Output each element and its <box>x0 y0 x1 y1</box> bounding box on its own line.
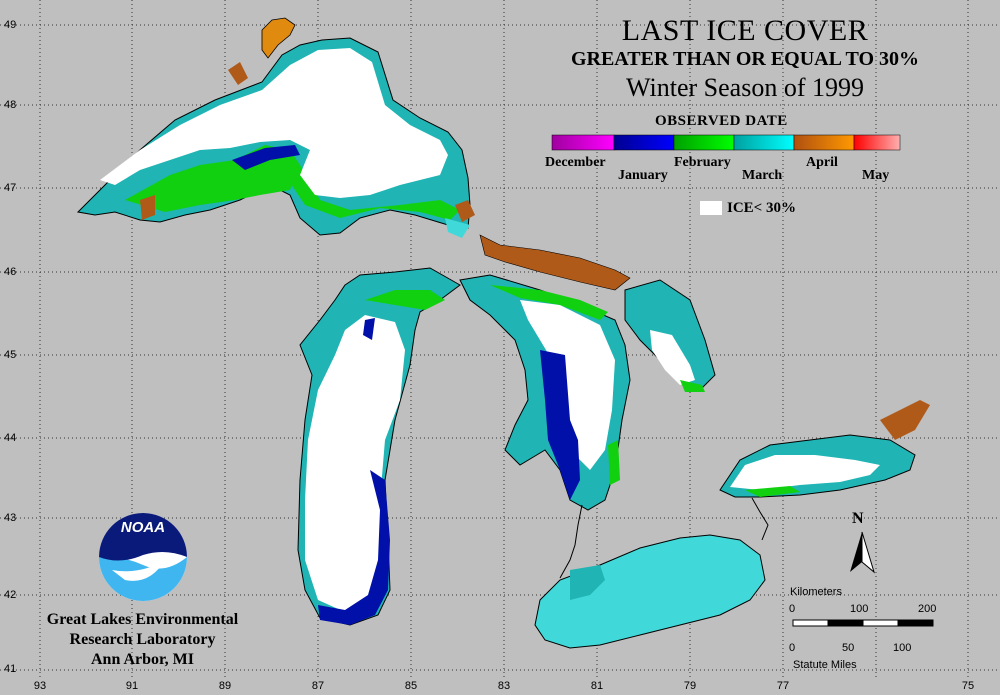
legend-color-bar <box>551 134 901 151</box>
scale-mi-tick: 0 <box>789 642 796 654</box>
lon-label: 89 <box>218 680 232 692</box>
lon-label: 79 <box>683 680 697 692</box>
north-arrow-icon <box>850 531 875 574</box>
scale-km-tick: 200 <box>918 603 937 615</box>
lon-label: 85 <box>404 680 418 692</box>
scale-mi-label: Statute Miles <box>793 659 857 671</box>
lon-label: 83 <box>497 680 511 692</box>
lat-label: 44 <box>4 432 17 444</box>
scale-km-label: Kilometers <box>790 586 842 598</box>
scale-km-tick: 0 <box>789 603 796 615</box>
lat-label: 42 <box>4 589 17 601</box>
title-threshold: GREATER THAN OR EQUAL TO 30% <box>570 48 920 70</box>
lake-huron <box>459 234 716 511</box>
lat-label: 49 <box>4 19 17 31</box>
lon-label: 91 <box>125 680 139 692</box>
legend-label-april: April <box>806 155 838 170</box>
detroit-river <box>559 504 583 579</box>
noaa-logo-icon: NOAA <box>99 513 187 601</box>
legend-label-january: January <box>618 168 668 183</box>
title-season: Winter Season of 1999 <box>626 73 864 102</box>
lon-label: 87 <box>311 680 325 692</box>
noaa-logo-text: NOAA <box>121 519 165 536</box>
lon-label: 93 <box>33 680 47 692</box>
lake-ontario <box>719 400 930 498</box>
legend-label-march: March <box>742 168 783 183</box>
org-line-1: Great Lakes Environmental <box>46 611 239 628</box>
north-label: N <box>852 510 864 527</box>
scale-km-tick: 100 <box>850 603 869 615</box>
lon-label: 75 <box>961 680 975 692</box>
lake-michigan <box>297 267 461 626</box>
lake-superior <box>76 17 475 238</box>
lat-label: 46 <box>4 266 17 278</box>
lon-label: 81 <box>590 680 604 692</box>
scale-bar <box>792 619 934 627</box>
scale-mi-tick: 50 <box>842 642 855 654</box>
lat-label: 45 <box>4 349 17 361</box>
title-main: LAST ICE COVER <box>621 14 869 47</box>
ice-legend-label: ICE< 30% <box>727 200 796 216</box>
scale-mi-tick: 100 <box>893 642 912 654</box>
org-line-3: Ann Arbor, MI <box>91 651 194 668</box>
lake-erie <box>534 534 766 649</box>
legend-label-february: February <box>674 155 731 170</box>
lon-label: 77 <box>776 680 790 692</box>
org-line-2: Research Laboratory <box>69 631 216 648</box>
organization-credit: Great Lakes Environmental Research Labor… <box>30 610 255 670</box>
legend-title: OBSERVED DATE <box>655 113 788 129</box>
lat-label: 48 <box>4 99 17 111</box>
lat-label: 43 <box>4 512 17 524</box>
lat-label: 41 <box>4 663 17 675</box>
lat-label: 47 <box>4 182 17 194</box>
ice-legend-swatch <box>700 201 722 215</box>
niagara-river <box>751 497 769 541</box>
legend-label-may: May <box>862 168 890 183</box>
legend-label-december: December <box>545 155 606 170</box>
